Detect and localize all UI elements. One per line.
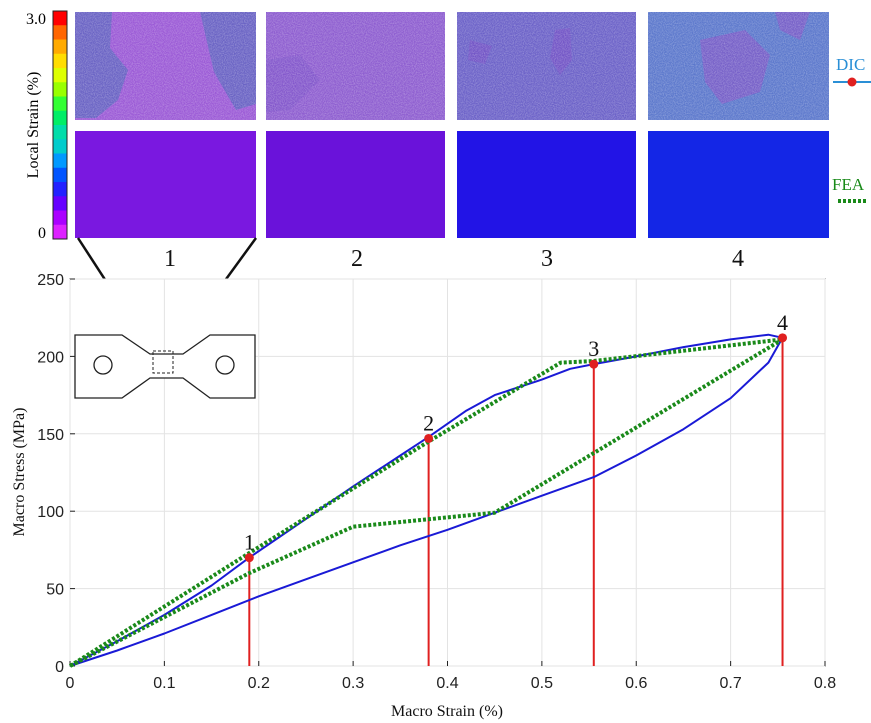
panel-4: 4 [648, 12, 829, 272]
marker-point-3 [589, 359, 599, 369]
panel-2-dic-speckle [266, 12, 445, 120]
x-tick-label: 0.4 [436, 675, 458, 692]
panel-1: 1 [75, 12, 256, 272]
marker-label-3: 3 [588, 336, 599, 361]
panel-4-number: 4 [732, 246, 744, 272]
panel-3-fea-image [457, 131, 636, 238]
colorbar-max-label: 3.0 [26, 11, 46, 28]
series [68, 333, 785, 668]
marker-label-2: 2 [423, 410, 434, 435]
legend-dic-label: DIC [836, 55, 865, 74]
y-tick-label: 150 [37, 427, 64, 444]
x-tick-label: 0.2 [248, 675, 270, 692]
stress-strain-chart: 0 0.1 0.2 0.3 0.4 0.5 0.6 0.7 0.8 0 50 100 150 200 25… [11, 272, 836, 720]
panel-3-dic-speckle [457, 12, 636, 120]
y-tick-label: 50 [46, 582, 64, 599]
x-axis-ticks: 0 0.1 0.2 0.3 0.4 0.5 0.6 0.7 0.8 [66, 661, 836, 692]
panel-1-dic-speckle [75, 12, 256, 120]
panel-4-fea-image [648, 131, 829, 238]
marker-label-1: 1 [244, 530, 255, 555]
colorbar-segment [53, 110, 67, 126]
marker-point-1 [244, 553, 254, 563]
y-tick-label: 250 [37, 272, 64, 289]
x-tick-label: 0.5 [531, 675, 553, 692]
colorbar-border [52, 10, 68, 240]
colorbar-segment [53, 68, 67, 83]
marker-point-4 [778, 333, 788, 343]
colorbar-segment [53, 139, 67, 154]
y-tick-label: 0 [55, 659, 64, 676]
colorbar: 3.0 0 Local Strain (%) [25, 10, 68, 242]
y-tick-label: 100 [37, 504, 64, 521]
y-tick-label: 200 [37, 349, 64, 366]
strain-panels: 1 2 3 4 [75, 12, 829, 272]
panel-1-fea-image [75, 131, 256, 238]
colorbar-title: Local Strain (%) [25, 72, 42, 179]
x-tick-label: 0.8 [814, 675, 836, 692]
y-axis-title: Macro Stress (MPa) [11, 408, 28, 537]
panel-2: 2 [266, 12, 445, 272]
colorbar-segment [53, 153, 67, 169]
panel-3-number: 3 [541, 246, 553, 272]
panel-1-number: 1 [164, 246, 176, 272]
colorbar-segment [53, 210, 67, 226]
panel-3: 3 [457, 12, 636, 272]
x-tick-label: 0.7 [720, 675, 742, 692]
legend: DIC FEA [832, 55, 871, 203]
colorbar-segment [53, 96, 67, 112]
legend-fea-label: FEA [832, 175, 865, 194]
x-tick-label: 0.1 [153, 675, 175, 692]
colorbar-segment [53, 196, 67, 211]
colorbar-segment [53, 53, 67, 69]
colorbar-segment [53, 25, 67, 40]
marker-point-2 [424, 433, 434, 443]
colorbar-segment [53, 182, 67, 197]
panel-4-dic-speckle [648, 12, 829, 120]
x-tick-label: 0 [66, 675, 75, 692]
y-axis-ticks: 0 50 100 150 200 250 [37, 272, 75, 676]
marked-points: 1 2 3 4 [244, 310, 788, 563]
colorbar-segment [53, 82, 67, 97]
specimen-hole-right [215, 355, 235, 375]
colorbar-segment [53, 224, 67, 240]
colorbar-scale [52, 10, 68, 240]
grid [69, 278, 826, 667]
legend-dic-marker [847, 77, 857, 87]
specimen-outline [74, 334, 256, 399]
colorbar-segment [53, 39, 67, 55]
x-tick-label: 0.6 [625, 675, 647, 692]
colorbar-segment [53, 11, 67, 26]
panel-2-fea-image [266, 131, 445, 238]
colorbar-min-label: 0 [38, 225, 46, 242]
specimen-roi-box [152, 350, 174, 374]
x-axis-title: Macro Strain (%) [391, 703, 503, 720]
panel-2-number: 2 [351, 246, 363, 272]
series-fea [68, 337, 785, 668]
colorbar-segment [53, 167, 67, 183]
specimen-schematic [74, 334, 256, 399]
x-tick-label: 0.3 [342, 675, 364, 692]
drop-lines [248, 337, 784, 666]
colorbar-segment [53, 125, 67, 140]
specimen-hole-left [93, 355, 113, 375]
marker-label-4: 4 [777, 310, 788, 335]
